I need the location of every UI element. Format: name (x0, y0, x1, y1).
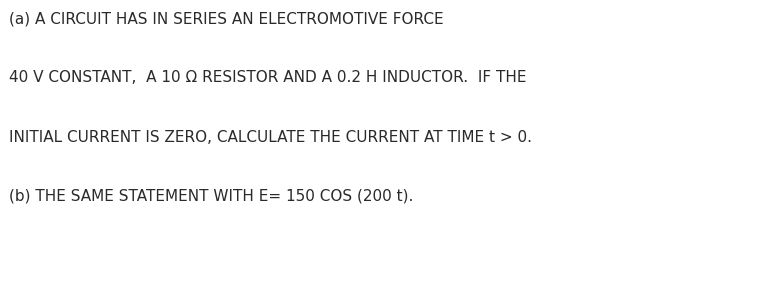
Text: (b) THE SAME STATEMENT WITH E= 150 COS (200 t).: (b) THE SAME STATEMENT WITH E= 150 COS (… (9, 189, 414, 204)
Text: INITIAL CURRENT IS ZERO, CALCULATE THE CURRENT AT TIME t > 0.: INITIAL CURRENT IS ZERO, CALCULATE THE C… (9, 130, 532, 145)
Text: (a) A CIRCUIT HAS IN SERIES AN ELECTROMOTIVE FORCE: (a) A CIRCUIT HAS IN SERIES AN ELECTROMO… (9, 11, 443, 26)
Text: 40 V CONSTANT,  A 10 Ω RESISTOR AND A 0.2 H INDUCTOR.  IF THE: 40 V CONSTANT, A 10 Ω RESISTOR AND A 0.2… (9, 70, 527, 85)
